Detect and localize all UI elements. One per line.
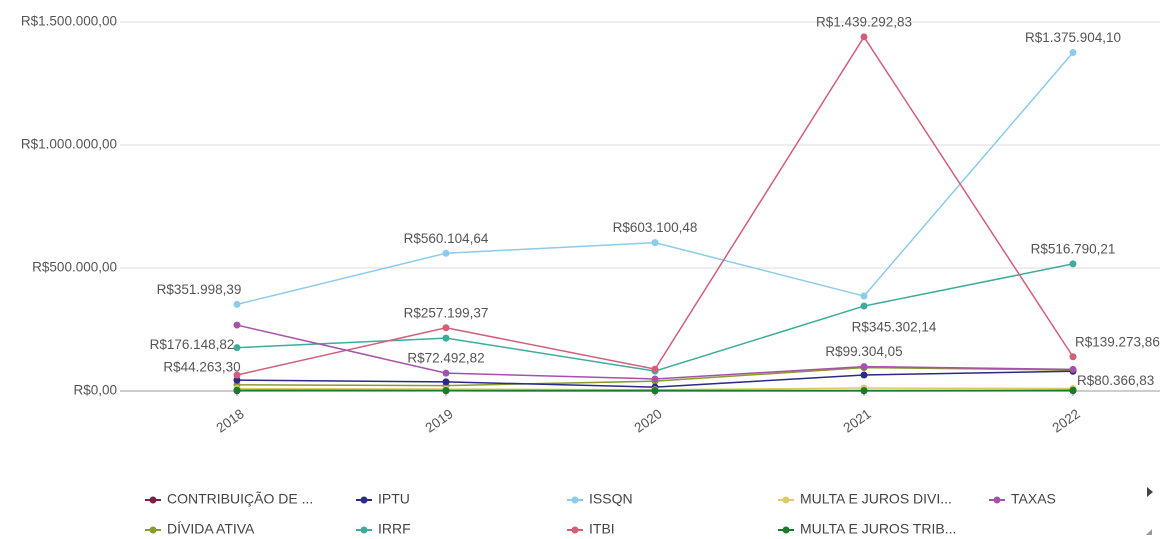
data-point	[860, 387, 868, 395]
data-point	[233, 386, 241, 394]
y-tick-label: R$1.000.000,00	[21, 137, 117, 152]
series-line	[236, 35, 1074, 376]
resize-handle	[1146, 529, 1152, 535]
data-point	[442, 387, 450, 395]
data-label: R$80.366,83	[1077, 373, 1154, 388]
legend-label: ISSQN	[589, 491, 633, 507]
data-label: R$99.304,05	[825, 344, 902, 359]
data-point	[651, 387, 659, 395]
legend-label: TAXAS	[1011, 491, 1056, 507]
data-point	[233, 376, 241, 384]
data-point	[860, 33, 868, 41]
x-tick-label: 2021	[841, 406, 874, 436]
legend-label: IRRF	[378, 521, 411, 537]
data-point	[651, 365, 659, 373]
legend-next[interactable]	[1147, 487, 1153, 497]
data-point	[233, 300, 241, 308]
x-tick-label: 2020	[632, 406, 665, 436]
data-point	[1069, 260, 1077, 268]
data-label: R$176.148,82	[150, 337, 235, 352]
data-point	[651, 375, 659, 383]
data-point	[442, 369, 450, 377]
legend-swatch	[782, 496, 790, 504]
data-point	[860, 292, 868, 300]
data-point	[1069, 365, 1077, 373]
data-point	[233, 371, 241, 379]
data-point	[1069, 353, 1077, 361]
data-point	[442, 249, 450, 257]
legend-swatch	[360, 526, 368, 534]
data-label: R$351.998,39	[157, 282, 242, 297]
data-label: R$72.492,82	[407, 351, 484, 366]
data-label: R$345.302,14	[852, 320, 937, 335]
legend-swatch	[571, 526, 579, 534]
series-line	[236, 52, 1074, 306]
legend-swatch	[149, 526, 157, 534]
data-point	[442, 334, 450, 342]
data-label: R$44.263,30	[163, 360, 240, 375]
legend-label: IPTU	[378, 491, 410, 507]
legend-swatch	[571, 496, 579, 504]
data-label: R$516.790,21	[1031, 241, 1116, 256]
data-point	[1069, 386, 1077, 394]
data-label: R$257.199,37	[404, 305, 489, 320]
legend-swatch	[360, 496, 368, 504]
series-line	[236, 263, 1074, 372]
data-label: R$139.273,86	[1075, 334, 1160, 349]
legend-label: DÍVIDA ATIVA	[167, 521, 255, 537]
y-tick-label: R$500.000,00	[32, 260, 117, 275]
legend-swatch	[149, 496, 157, 504]
legend-swatch	[993, 496, 1001, 504]
data-point	[442, 324, 450, 332]
legend-label: MULTA E JUROS DIVI...	[800, 491, 952, 507]
data-point	[1069, 49, 1077, 57]
data-point	[860, 371, 868, 379]
legend-label: ITBI	[589, 521, 615, 537]
data-label: R$1.375.904,10	[1025, 30, 1121, 45]
legend-label: CONTRIBUIÇÃO DE ...	[167, 491, 313, 507]
data-point	[233, 321, 241, 329]
y-tick-label: R$0,00	[73, 383, 117, 398]
legend-swatch	[782, 526, 790, 534]
x-tick-label: 2018	[214, 406, 247, 436]
data-label: R$1.439.292,83	[816, 14, 912, 29]
data-point	[442, 378, 450, 386]
data-label: R$603.100,48	[613, 220, 698, 235]
data-point	[651, 239, 659, 247]
data-point	[860, 302, 868, 310]
x-tick-label: 2022	[1050, 406, 1083, 436]
data-label: R$560.104,64	[404, 231, 489, 246]
legend-label: MULTA E JUROS TRIB...	[800, 521, 956, 537]
y-tick-label: R$1.500.000,00	[21, 14, 117, 29]
x-tick-label: 2019	[423, 406, 456, 436]
data-point	[233, 344, 241, 352]
data-point	[860, 363, 868, 371]
